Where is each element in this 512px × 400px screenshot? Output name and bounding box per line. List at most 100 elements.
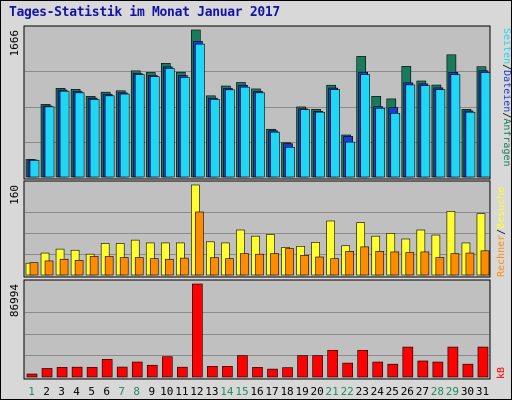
- x-tick-label-day-30: 30: [461, 385, 474, 398]
- bar-seiten-day-26: [405, 84, 416, 178]
- bar-kb-day-17: [267, 368, 278, 378]
- bar-rechner-day-1: [29, 262, 39, 276]
- x-tick-label-day-21: 21: [326, 385, 339, 398]
- bar-kb-day-30: [462, 363, 474, 378]
- x-tick-label-day-7: 7: [118, 385, 125, 398]
- bar-rechner-day-27: [420, 251, 430, 276]
- bar-rechner-day-6: [104, 256, 114, 276]
- x-tick-label-day-2: 2: [43, 385, 50, 398]
- bar-rechner-day-21: [330, 258, 339, 276]
- bar-rechner-day-3: [59, 258, 69, 276]
- legend-label: Seiten: [501, 28, 511, 64]
- bar-seiten-day-10: [164, 68, 175, 178]
- bar-rechner-day-4: [74, 260, 84, 276]
- bar-kb-day-3: [56, 367, 68, 378]
- bar-rechner-day-23: [360, 246, 370, 276]
- bar-seiten-day-13: [210, 99, 220, 178]
- bar-kb-day-27: [417, 360, 429, 378]
- x-tick-label-day-28: 28: [431, 385, 444, 398]
- bar-rechner-day-17: [270, 253, 279, 276]
- bar-kb-day-5: [86, 367, 98, 378]
- x-tick-label-day-19: 19: [295, 385, 308, 398]
- bar-rechner-day-24: [375, 251, 385, 276]
- bar-seiten-day-23: [360, 74, 371, 178]
- bar-seiten-day-31: [480, 72, 491, 178]
- bar-kb-day-18: [282, 367, 293, 378]
- bar-seiten-day-5: [89, 99, 100, 178]
- x-tick-label-day-27: 27: [416, 385, 429, 398]
- legend-label: /: [501, 64, 511, 70]
- bar-kb-day-2: [41, 368, 53, 378]
- bar-kb-day-25: [387, 363, 399, 378]
- bar-seiten-day-20: [315, 111, 325, 178]
- bar-kb-day-10: [161, 356, 173, 378]
- bar-seiten-day-17: [270, 131, 280, 178]
- chart-title: Tages-Statistik im Monat Januar 2017: [9, 5, 280, 20]
- bar-rechner-day-11: [180, 257, 189, 276]
- bar-seiten-day-22: [345, 141, 355, 178]
- bar-rechner-day-12: [195, 211, 204, 276]
- bar-seiten-day-4: [74, 92, 85, 178]
- x-tick-label-day-4: 4: [73, 385, 80, 398]
- legend-label-group: Seiten/Dateien/Anfragen: [501, 28, 511, 167]
- x-tick-label-day-23: 23: [356, 385, 369, 398]
- bar-kb-day-16: [252, 367, 263, 378]
- bar-rechner-day-28: [435, 257, 445, 276]
- x-tick-label-day-25: 25: [386, 385, 399, 398]
- legend-label: Anfragen: [501, 118, 511, 166]
- bar-rechner-day-18: [285, 248, 294, 276]
- y-max-label: 160: [8, 185, 21, 205]
- bar-kb-day-4: [71, 366, 83, 378]
- x-tick-label-day-22: 22: [341, 385, 354, 398]
- bar-seiten-day-30: [465, 111, 476, 178]
- bar-seiten-day-21: [330, 89, 340, 178]
- bar-kb-day-21: [327, 349, 338, 378]
- bar-seiten-day-15: [240, 86, 250, 178]
- legend-label: /: [496, 229, 507, 235]
- bar-kb-day-20: [312, 355, 323, 378]
- bar-kb-day-13: [207, 366, 218, 378]
- x-tick-label-day-11: 11: [175, 385, 188, 398]
- legend-label: Rechner: [496, 235, 507, 277]
- bar-kb-day-15: [237, 355, 248, 378]
- bar-kb-day-7: [116, 366, 128, 378]
- bar-rechner-day-30: [465, 252, 475, 276]
- bar-kb-day-24: [372, 361, 384, 378]
- bar-kb-day-1: [26, 373, 38, 378]
- bar-kb-day-19: [297, 355, 308, 378]
- bar-rechner-day-5: [89, 256, 99, 276]
- bar-kb-day-14: [222, 366, 233, 378]
- x-tick-label-day-20: 20: [311, 385, 324, 398]
- legend-label-group: Rechner/Besuche: [496, 187, 507, 277]
- bar-kb-day-6: [101, 359, 113, 378]
- bar-kb-day-12: [192, 283, 203, 378]
- x-tick-label-day-3: 3: [58, 385, 65, 398]
- legend-label: /: [501, 112, 511, 118]
- bar-kb-day-28: [432, 361, 444, 378]
- bar-rechner-day-25: [390, 251, 400, 276]
- bar-seiten-day-25: [390, 112, 401, 178]
- bar-seiten-day-2: [44, 106, 55, 178]
- bar-kb-day-8: [131, 361, 143, 378]
- x-tick-label-day-17: 17: [265, 385, 278, 398]
- x-tick-label-day-15: 15: [235, 385, 248, 398]
- bar-rechner-day-29: [450, 253, 460, 276]
- bar-seiten-day-28: [435, 89, 446, 178]
- bar-seiten-day-19: [300, 109, 310, 178]
- bar-rechner-day-13: [210, 257, 219, 276]
- x-tick-label-day-29: 29: [446, 385, 459, 398]
- y-max-label: 1666: [8, 30, 21, 57]
- bar-seiten-day-14: [225, 89, 235, 178]
- bar-seiten-day-6: [104, 95, 115, 178]
- x-tick-label-day-26: 26: [401, 385, 414, 398]
- bar-rechner-day-31: [480, 250, 490, 276]
- bar-rechner-day-22: [345, 251, 354, 276]
- x-tick-label-day-9: 9: [148, 385, 155, 398]
- legend-label: Dateien: [501, 70, 511, 112]
- bar-rechner-day-8: [134, 257, 144, 276]
- x-tick-label-day-10: 10: [160, 385, 173, 398]
- bar-rechner-day-19: [300, 255, 309, 276]
- bar-seiten-day-3: [59, 90, 70, 178]
